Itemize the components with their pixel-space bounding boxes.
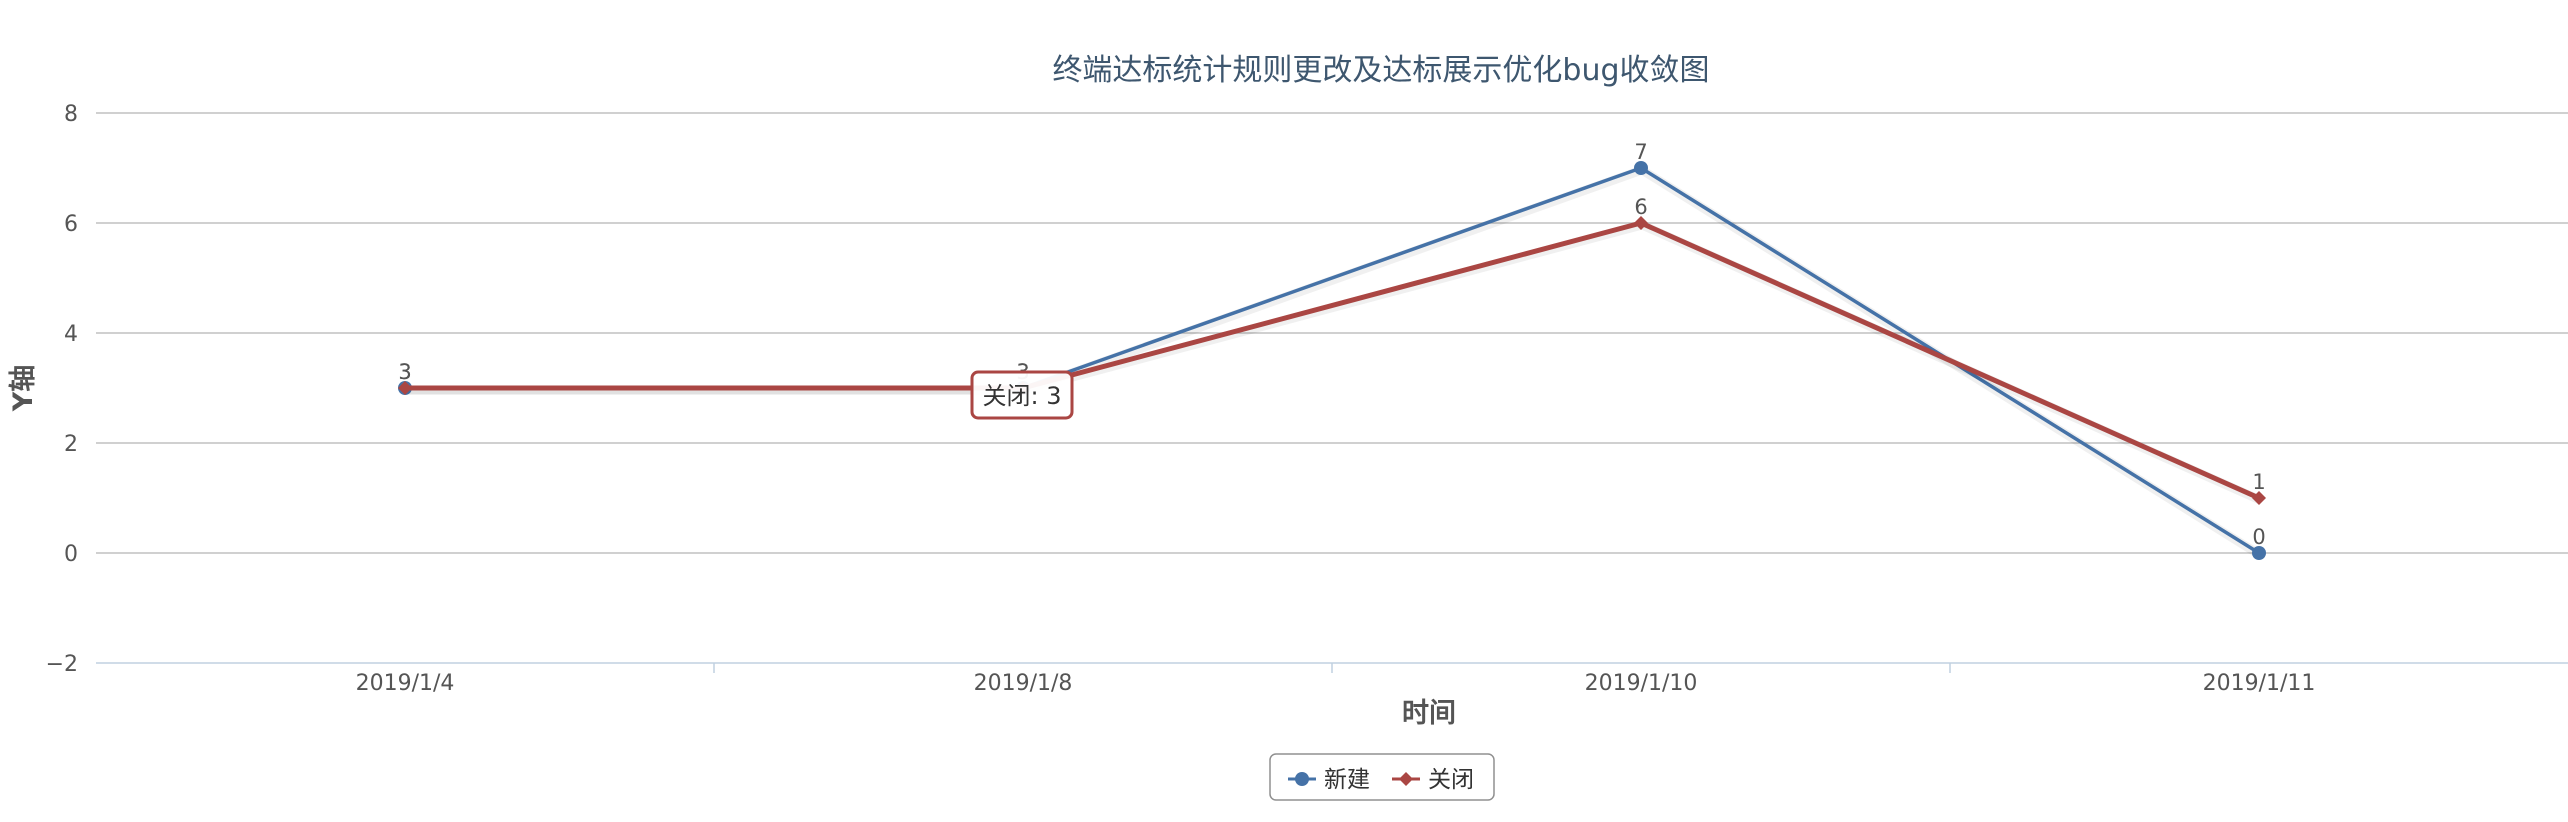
data-label: 3 <box>398 360 411 384</box>
series-point <box>1634 161 1648 175</box>
data-label: 6 <box>1634 195 1647 219</box>
y-tick-label: 8 <box>64 102 78 127</box>
y-axis-ticks: −2 0 2 4 6 8 <box>46 102 78 677</box>
tooltip-box <box>970 370 1074 420</box>
legend: 新建 关闭 <box>1269 753 1495 801</box>
legend-box <box>1269 753 1495 801</box>
legend-marker <box>1399 772 1413 786</box>
chart-title: 终端达标统计规则更改及达标展示优化bug收敛图 <box>1052 53 1709 88</box>
y-tick-label: 4 <box>64 322 78 347</box>
y-tick-label: 2 <box>64 432 78 457</box>
legend-label: 新建 <box>1324 767 1370 793</box>
y-tick-label: 6 <box>64 212 78 237</box>
legend-label: 关闭 <box>1428 767 1474 793</box>
legend-marker <box>1295 772 1309 786</box>
x-tick-label: 2019/1/11 <box>2203 671 2316 696</box>
series-point <box>398 381 412 395</box>
y-tick-label: 0 <box>64 542 78 567</box>
data-label: 7 <box>1634 140 1647 164</box>
tooltip-text: 关闭: 3 <box>983 382 1062 410</box>
x-tick-label: 2019/1/8 <box>974 671 1073 696</box>
data-label: 3 <box>398 360 411 384</box>
series-point <box>2252 491 2266 505</box>
series-point <box>1634 216 1648 230</box>
x-axis: 2019/1/4 2019/1/8 2019/1/10 2019/1/11 <box>96 662 2568 696</box>
data-label: 1 <box>2252 470 2265 494</box>
legend-item[interactable]: 新建 <box>1288 767 1370 793</box>
x-tick-label: 2019/1/4 <box>356 671 455 696</box>
y-tick-label: −2 <box>46 652 78 677</box>
legend-item[interactable]: 关闭 <box>1392 767 1474 793</box>
x-tick-label: 2019/1/10 <box>1585 671 1698 696</box>
series-line <box>405 220 2261 501</box>
grid-lines <box>96 112 2568 554</box>
y-axis-title: Y轴 <box>8 365 39 413</box>
series-layer <box>398 161 2266 560</box>
data-label: 0 <box>2252 525 2265 549</box>
x-axis-title: 时间 <box>1402 698 1456 729</box>
tooltip: 关闭: 3 <box>970 370 1074 420</box>
series-point <box>2252 546 2266 560</box>
